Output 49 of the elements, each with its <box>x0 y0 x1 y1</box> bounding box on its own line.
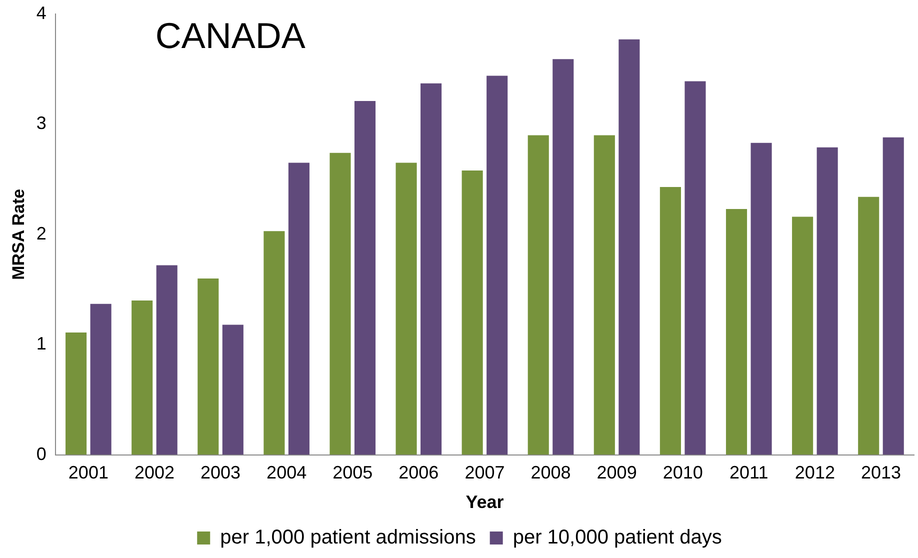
bar <box>660 187 681 455</box>
legend-label: per 1,000 patient admissions <box>220 526 476 549</box>
bar <box>684 81 706 455</box>
bar <box>618 39 640 455</box>
x-tick-label: 2011 <box>730 462 768 483</box>
bar <box>156 265 178 455</box>
bar <box>330 152 351 455</box>
bar <box>132 300 153 455</box>
bar <box>486 76 508 455</box>
bar <box>264 231 285 455</box>
legend-label: per 10,000 patient days <box>512 526 722 549</box>
bar <box>288 162 310 455</box>
x-tick-label: 2002 <box>134 462 174 483</box>
bar <box>750 142 772 455</box>
x-tick-label: 2008 <box>530 462 571 483</box>
bar <box>198 278 219 455</box>
y-tick-label: 4 <box>36 2 46 23</box>
bar <box>816 147 838 455</box>
y-tick-label: 0 <box>36 444 46 464</box>
bar <box>462 170 483 455</box>
bar <box>354 101 376 455</box>
x-axis-title: Year <box>466 492 504 512</box>
bar <box>222 324 244 455</box>
bar <box>726 209 748 455</box>
x-tick-label: 2010 <box>662 462 703 483</box>
chart-title: CANADA <box>155 14 306 56</box>
bar <box>420 83 442 455</box>
x-tick-label: 2001 <box>68 462 108 483</box>
bar <box>792 216 814 455</box>
x-tick-label: 2006 <box>398 462 439 483</box>
bar <box>528 135 549 455</box>
bar <box>858 196 880 455</box>
bar <box>66 332 87 455</box>
x-tick-label: 2009 <box>596 462 637 483</box>
x-tick-label: 2012 <box>794 462 835 483</box>
x-tick-label: 2005 <box>332 462 373 483</box>
y-tick-label: 2 <box>36 223 46 244</box>
bar <box>882 137 904 455</box>
x-tick-label: 2004 <box>266 462 307 483</box>
x-tick-label: 2013 <box>860 462 901 483</box>
bar <box>396 162 417 455</box>
bar <box>594 135 615 455</box>
x-tick-label: 2007 <box>464 462 505 483</box>
y-tick-label: 1 <box>36 334 46 354</box>
bar <box>90 304 112 455</box>
y-axis-title: MRSA Rate <box>8 188 28 280</box>
y-tick-label: 3 <box>36 113 46 134</box>
x-tick-label: 2003 <box>200 462 241 483</box>
bar <box>552 59 574 455</box>
